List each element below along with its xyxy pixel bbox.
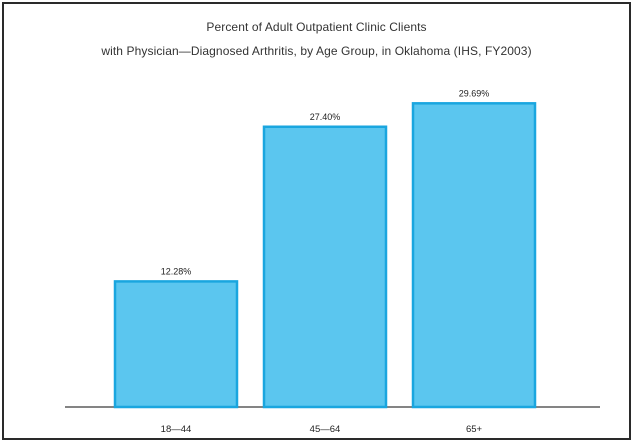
bar-value-label-2: 27.40% xyxy=(310,112,341,122)
bar-3 xyxy=(411,102,537,409)
bar-2 xyxy=(262,125,388,409)
bar-value-label-1: 12.28% xyxy=(161,266,192,276)
x-tick-label-3: 65+ xyxy=(466,424,483,435)
x-tick-label-2: 45—64 xyxy=(310,424,341,435)
x-tick-label-1: 18—44 xyxy=(161,424,192,435)
chart-title-line-2: with Physician—Diagnosed Arthritis, by A… xyxy=(101,44,532,58)
bars-group: 12.28% 18—44 27.40% 45—64 29.69% 65+ xyxy=(113,88,537,435)
bar-1 xyxy=(113,280,239,409)
chart-title-line-1: Percent of Adult Outpatient Clinic Clien… xyxy=(206,20,427,34)
bar-value-label-3: 29.69% xyxy=(459,88,490,98)
